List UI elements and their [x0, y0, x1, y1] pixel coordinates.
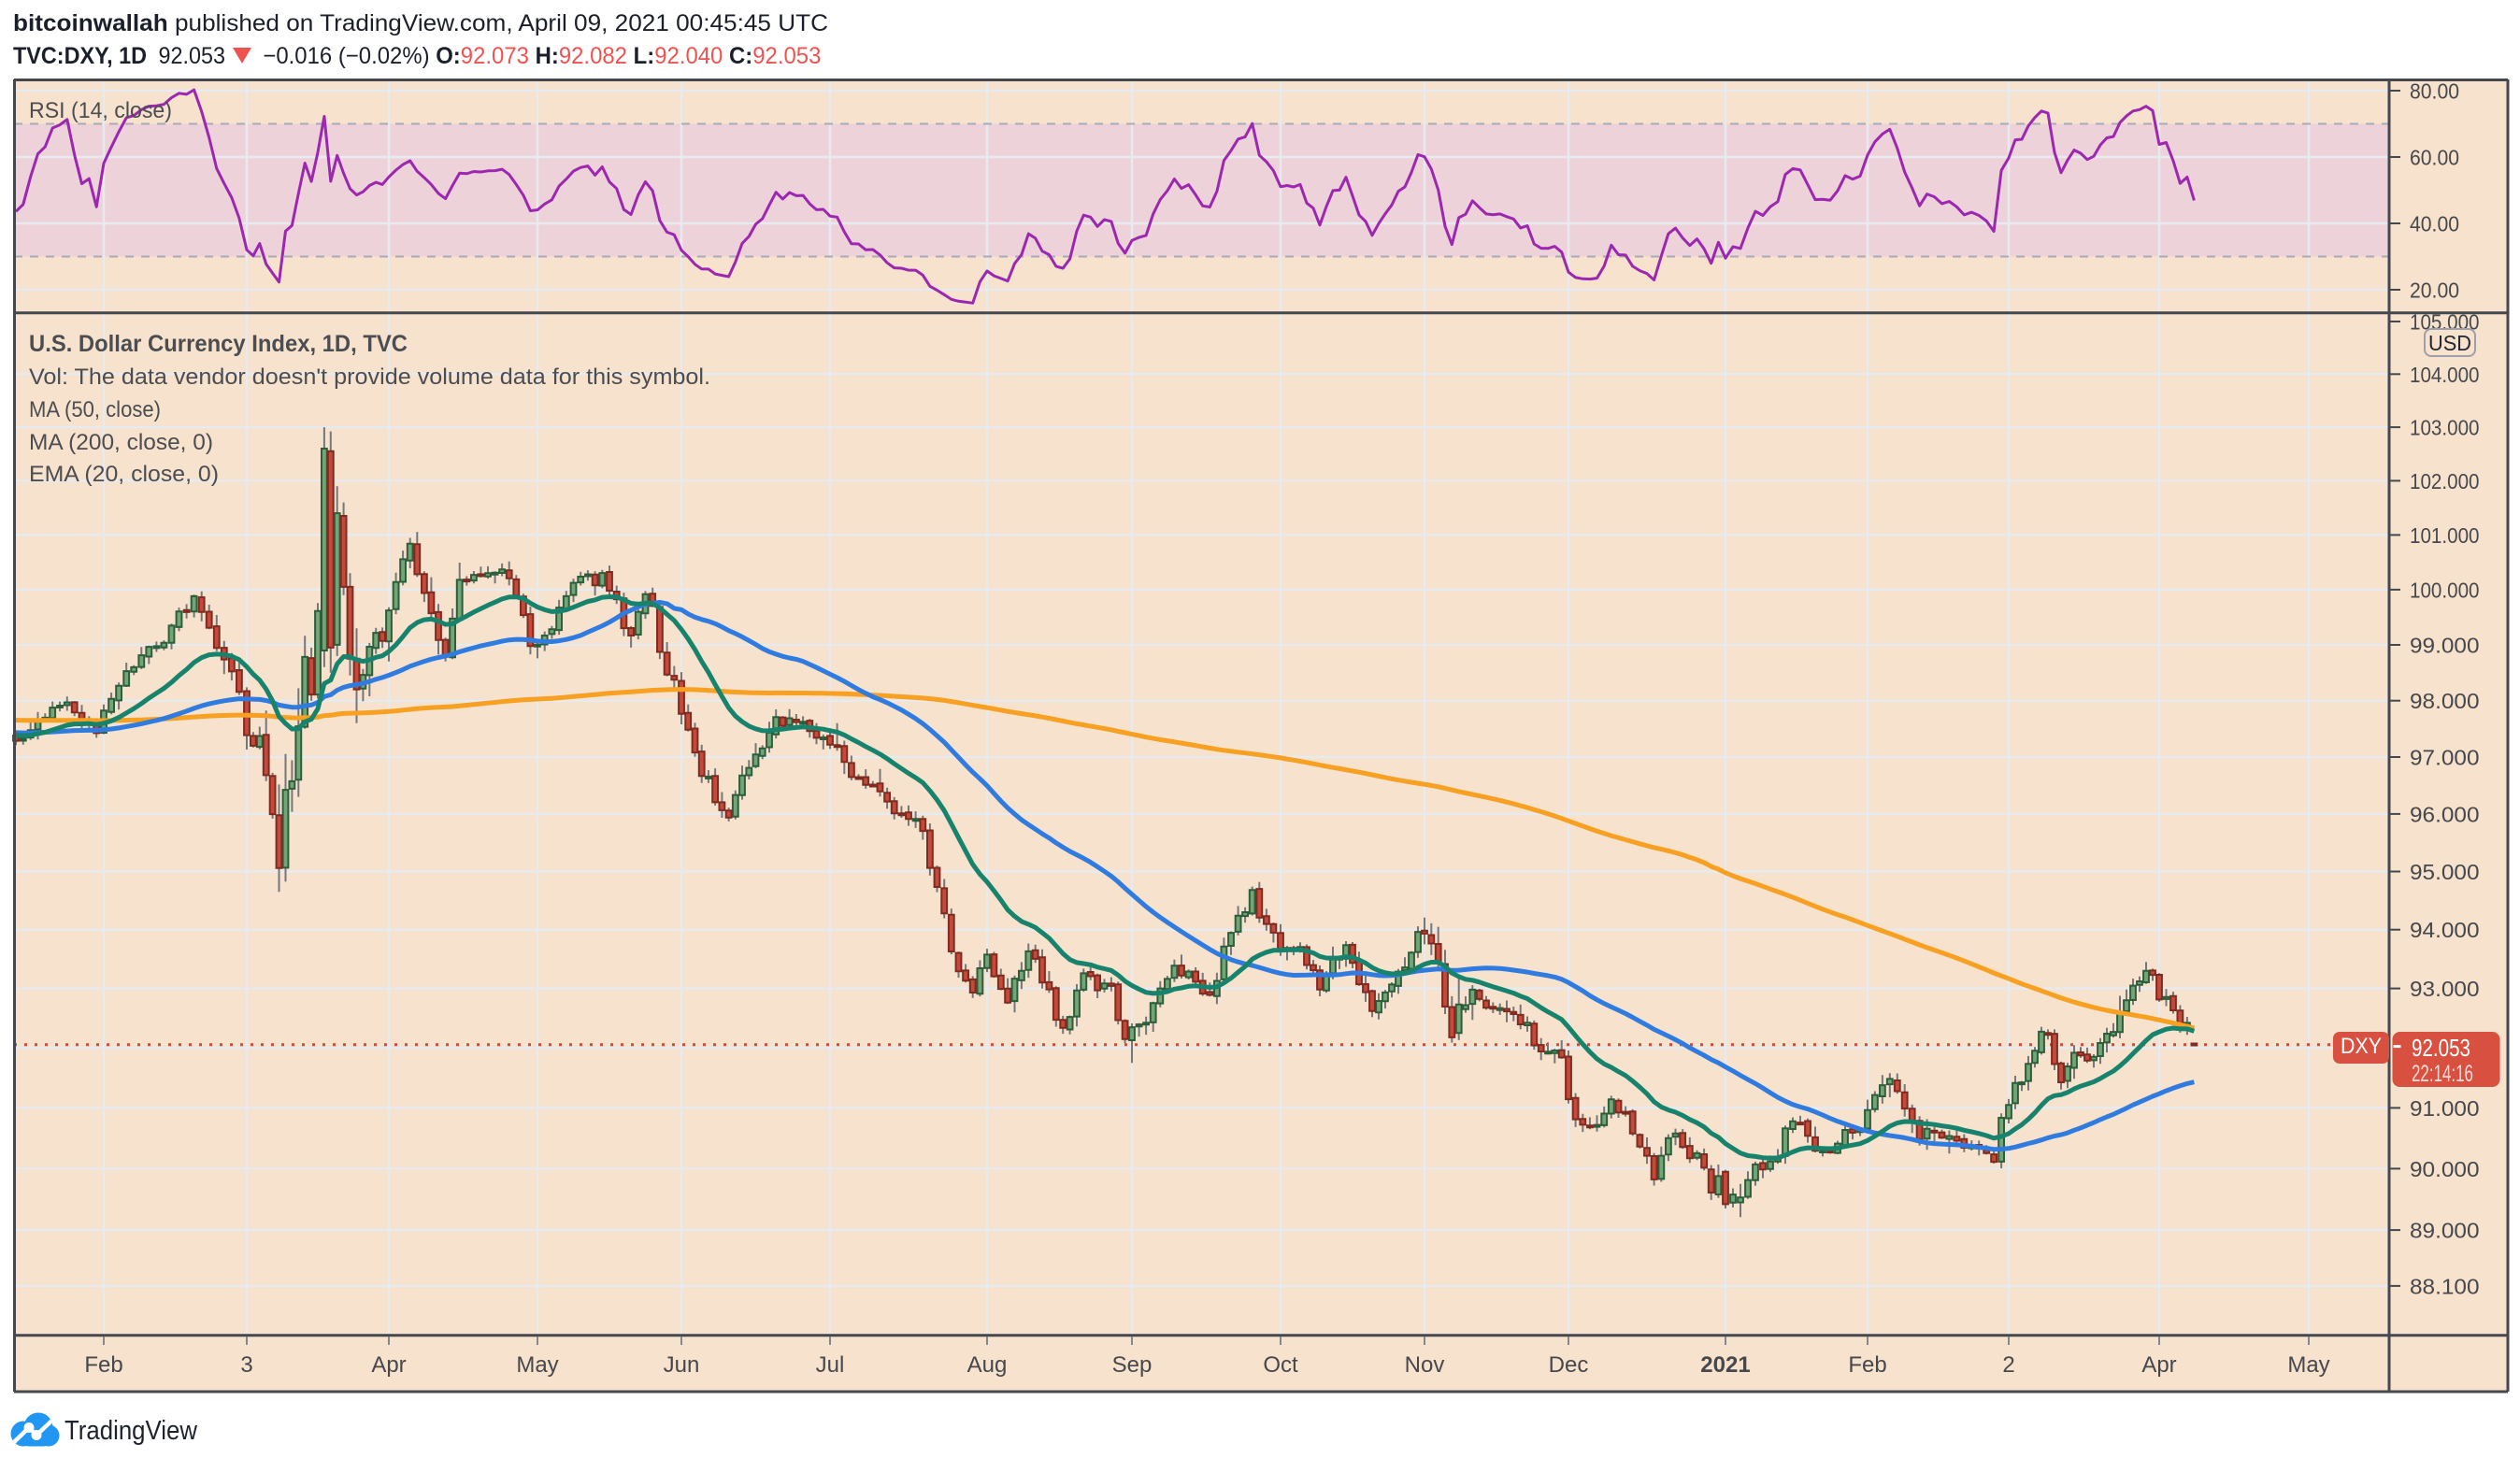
svg-text:103.000: 103.000 [2410, 416, 2480, 440]
svg-text:105.000: 105.000 [2410, 310, 2480, 335]
svg-text:Oct: Oct [1263, 1352, 1298, 1378]
svg-text:100.000: 100.000 [2410, 578, 2480, 602]
svg-text:Sep: Sep [1112, 1352, 1153, 1378]
svg-text:Feb: Feb [84, 1352, 122, 1378]
svg-text:20.00: 20.00 [2410, 279, 2459, 303]
svg-text:Apr: Apr [2141, 1352, 2176, 1378]
svg-text:Vol: The data vendor doesn't p: Vol: The data vendor doesn't provide vol… [29, 364, 710, 390]
svg-text:MA (50, close): MA (50, close) [29, 397, 161, 422]
svg-text:97.000: 97.000 [2410, 746, 2480, 770]
svg-text:3: 3 [240, 1352, 252, 1378]
svg-text:Nov: Nov [1405, 1352, 1445, 1378]
svg-text:98.000: 98.000 [2410, 689, 2480, 713]
svg-text:−0.016 (−0.02%) O:92.073 H:92.: −0.016 (−0.02%) O:92.073 H:92.082 L:92.0… [263, 43, 821, 69]
svg-text:95.000: 95.000 [2410, 860, 2480, 884]
svg-text:96.000: 96.000 [2410, 802, 2480, 826]
svg-text:2021: 2021 [1700, 1352, 1750, 1378]
svg-text:USD: USD [2428, 331, 2471, 355]
svg-text:RSI (14, close): RSI (14, close) [29, 98, 172, 123]
svg-text:94.000: 94.000 [2410, 918, 2480, 942]
svg-text:EMA (20, close, 0): EMA (20, close, 0) [29, 462, 219, 487]
svg-text:102.000: 102.000 [2410, 469, 2480, 493]
svg-text:88.100: 88.100 [2410, 1274, 2480, 1298]
svg-text:TVC:DXY, 1D: TVC:DXY, 1D [13, 43, 147, 69]
svg-text:40.00: 40.00 [2410, 212, 2459, 236]
svg-text:92.053: 92.053 [2412, 1034, 2470, 1062]
svg-text:Dec: Dec [1549, 1352, 1589, 1378]
svg-text:Feb: Feb [1848, 1352, 1886, 1378]
svg-text:DXY: DXY [2341, 1034, 2382, 1059]
svg-text:99.000: 99.000 [2410, 634, 2480, 658]
svg-text:60.00: 60.00 [2410, 146, 2459, 170]
svg-text:91.000: 91.000 [2410, 1096, 2480, 1121]
svg-text:22:14:16: 22:14:16 [2412, 1061, 2473, 1087]
svg-text:89.000: 89.000 [2410, 1219, 2480, 1243]
svg-text:MA (200, close, 0): MA (200, close, 0) [29, 430, 213, 455]
svg-text:92.053: 92.053 [159, 43, 226, 69]
svg-text:90.000: 90.000 [2410, 1157, 2480, 1181]
svg-text:Jul: Jul [816, 1352, 845, 1378]
svg-text:2: 2 [2002, 1352, 2014, 1378]
svg-text:101.000: 101.000 [2410, 523, 2480, 548]
svg-text:Jun: Jun [664, 1352, 700, 1378]
svg-text:TradingView: TradingView [64, 1416, 198, 1446]
svg-text:bitcoinwallah published on Tra: bitcoinwallah published on TradingView.c… [13, 10, 828, 36]
svg-text:May: May [516, 1352, 558, 1378]
svg-text:93.000: 93.000 [2410, 977, 2480, 1001]
svg-text:May: May [2287, 1352, 2329, 1378]
svg-text:104.000: 104.000 [2410, 363, 2480, 387]
svg-text:Apr: Apr [371, 1352, 406, 1378]
svg-text:U.S. Dollar Currency Index, 1D: U.S. Dollar Currency Index, 1D, TVC [29, 331, 408, 357]
svg-text:Aug: Aug [967, 1352, 1008, 1378]
svg-text:80.00: 80.00 [2410, 79, 2459, 104]
